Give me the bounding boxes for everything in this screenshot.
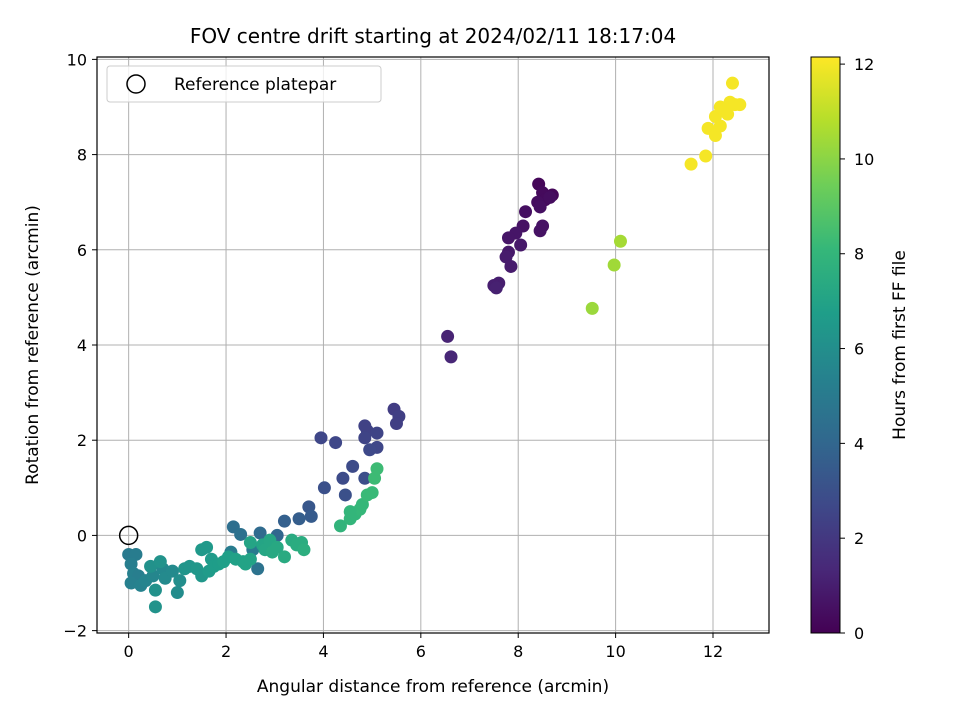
data-point (713, 119, 727, 133)
x-tick-label: 10 (605, 642, 625, 661)
y-tick-label: 4 (77, 336, 87, 355)
colorbar-tick-label: 10 (854, 150, 874, 169)
data-point (501, 231, 515, 245)
data-point (533, 200, 547, 214)
reference-marker-layer (118, 525, 139, 546)
data-point (346, 459, 360, 473)
x-tick-label: 6 (416, 642, 426, 661)
legend-box (106, 65, 382, 103)
legend-entry-reference: Reference platepar (174, 75, 336, 95)
y-tick-label: 2 (77, 431, 87, 450)
data-point (713, 100, 727, 114)
data-point (365, 486, 379, 500)
data-point (358, 431, 372, 445)
data-point (243, 552, 257, 566)
data-point (489, 281, 503, 295)
data-point (277, 550, 291, 564)
legend-reference-marker (126, 74, 146, 94)
data-point (370, 462, 384, 476)
data-point (370, 426, 384, 440)
data-point (234, 527, 248, 541)
legend: Reference platepar (106, 65, 382, 103)
data-point (144, 559, 158, 573)
data-point (543, 190, 557, 204)
chart-title: FOV centre drift starting at 2024/02/11 … (190, 24, 676, 48)
y-tick-label: 6 (77, 241, 87, 260)
data-point (297, 543, 311, 557)
data-point (514, 238, 528, 252)
colorbar-tick-label: 4 (854, 434, 864, 453)
colorbar-tick-label: 6 (854, 340, 864, 359)
data-point (504, 259, 518, 273)
data-point (251, 562, 265, 576)
data-point (519, 205, 533, 219)
x-tick-label: 2 (221, 642, 231, 661)
colorbar-label: Hours from first FF file (890, 250, 910, 440)
data-point (533, 224, 547, 238)
colorbar-tick-label: 2 (854, 529, 864, 548)
y-axis-label: Rotation from reference (arcmin) (23, 205, 43, 485)
x-tick-label: 12 (703, 642, 723, 661)
data-points (122, 76, 747, 614)
x-axis: 0 2 4 6 8 10 12 (124, 633, 723, 661)
data-point (607, 258, 621, 272)
data-point (444, 350, 458, 364)
y-tick-label: 10 (67, 50, 87, 69)
data-point (441, 329, 455, 343)
data-point (329, 436, 343, 450)
data-point (585, 301, 599, 315)
data-point (124, 576, 138, 590)
data-point (243, 536, 257, 550)
colorbar: 0 2 4 6 8 10 12 Hours from first FF file (810, 55, 910, 643)
data-point (317, 481, 331, 495)
data-point (148, 583, 162, 597)
reference-platepar-marker (118, 525, 139, 546)
data-point (358, 471, 372, 485)
colorbar-gradient (810, 56, 841, 634)
colorbar-tick-label: 8 (854, 245, 864, 264)
data-point (314, 431, 328, 445)
y-axis: −2 0 2 4 6 8 10 (63, 50, 97, 641)
data-point (277, 514, 291, 528)
data-point (699, 149, 713, 163)
colorbar-tick-label: 0 (854, 624, 864, 643)
data-point (304, 509, 318, 523)
data-point (148, 600, 162, 614)
data-point (733, 98, 747, 112)
grid (97, 57, 769, 633)
data-point (725, 76, 739, 90)
data-point (253, 526, 267, 540)
data-point (170, 586, 184, 600)
y-tick-label: 8 (77, 146, 87, 165)
data-point (613, 234, 627, 248)
data-point (333, 519, 347, 533)
colorbar-ticks: 0 2 4 6 8 10 12 (840, 55, 874, 643)
x-tick-label: 0 (124, 642, 134, 661)
data-point (343, 505, 357, 519)
x-tick-label: 8 (513, 642, 523, 661)
data-point (270, 540, 284, 554)
data-point (200, 540, 214, 554)
data-point (336, 471, 350, 485)
data-point (389, 417, 403, 431)
x-tick-label: 4 (318, 642, 328, 661)
data-point (173, 574, 187, 588)
data-point (363, 443, 377, 457)
data-point (165, 564, 179, 578)
data-point (338, 488, 352, 502)
y-tick-label: 0 (77, 526, 87, 545)
data-point (684, 157, 698, 171)
colorbar-tick-label: 12 (854, 55, 874, 74)
y-tick-label: −2 (63, 622, 87, 641)
data-point (292, 512, 306, 526)
x-axis-label: Angular distance from reference (arcmin) (257, 677, 609, 697)
data-point (153, 555, 167, 569)
